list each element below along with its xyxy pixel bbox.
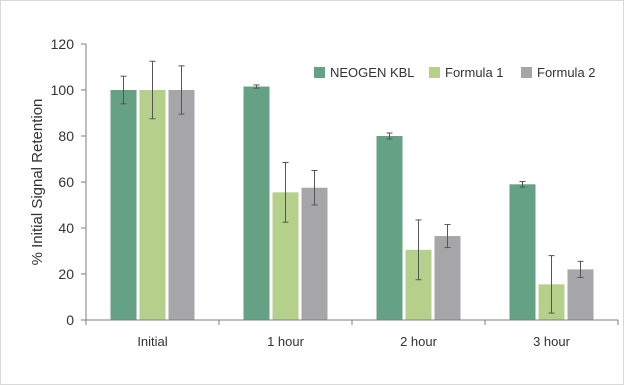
legend-swatch bbox=[521, 67, 532, 78]
legend-label: NEOGEN KBL bbox=[330, 65, 415, 80]
bar bbox=[168, 90, 195, 320]
legend-label: Formula 1 bbox=[445, 65, 504, 80]
y-tick-label: 20 bbox=[58, 266, 74, 282]
legend-swatch bbox=[314, 67, 325, 78]
bar bbox=[110, 90, 137, 320]
y-tick-label: 120 bbox=[51, 36, 75, 52]
axes-group: Initial 1 hour 2 hour 3 hour 0 20 40 60 80 100 120 bbox=[51, 36, 619, 349]
error-bars-group bbox=[120, 60, 584, 314]
bar bbox=[376, 136, 403, 320]
x-tick-label: 1 hour bbox=[267, 334, 305, 349]
legend: NEOGEN KBL Formula 1 Formula 2 bbox=[314, 65, 596, 80]
bar bbox=[434, 236, 461, 320]
y-tick-label: 0 bbox=[66, 312, 74, 328]
x-tick-label: 3 hour bbox=[533, 334, 571, 349]
bar bbox=[509, 184, 536, 320]
x-tick-label: 2 hour bbox=[400, 334, 438, 349]
bar bbox=[243, 86, 270, 320]
y-tick-label: 100 bbox=[51, 82, 75, 98]
y-tick-label: 80 bbox=[58, 128, 74, 144]
y-tick-label: 60 bbox=[58, 174, 74, 190]
legend-swatch bbox=[429, 67, 440, 78]
bar bbox=[139, 90, 166, 320]
y-axis-label: % Initial Signal Retention bbox=[29, 99, 46, 266]
legend-label: Formula 2 bbox=[537, 65, 596, 80]
bar bbox=[301, 187, 328, 320]
y-tick-label: 40 bbox=[58, 220, 74, 236]
x-tick-label: Initial bbox=[137, 334, 167, 349]
bars-group bbox=[110, 86, 594, 320]
